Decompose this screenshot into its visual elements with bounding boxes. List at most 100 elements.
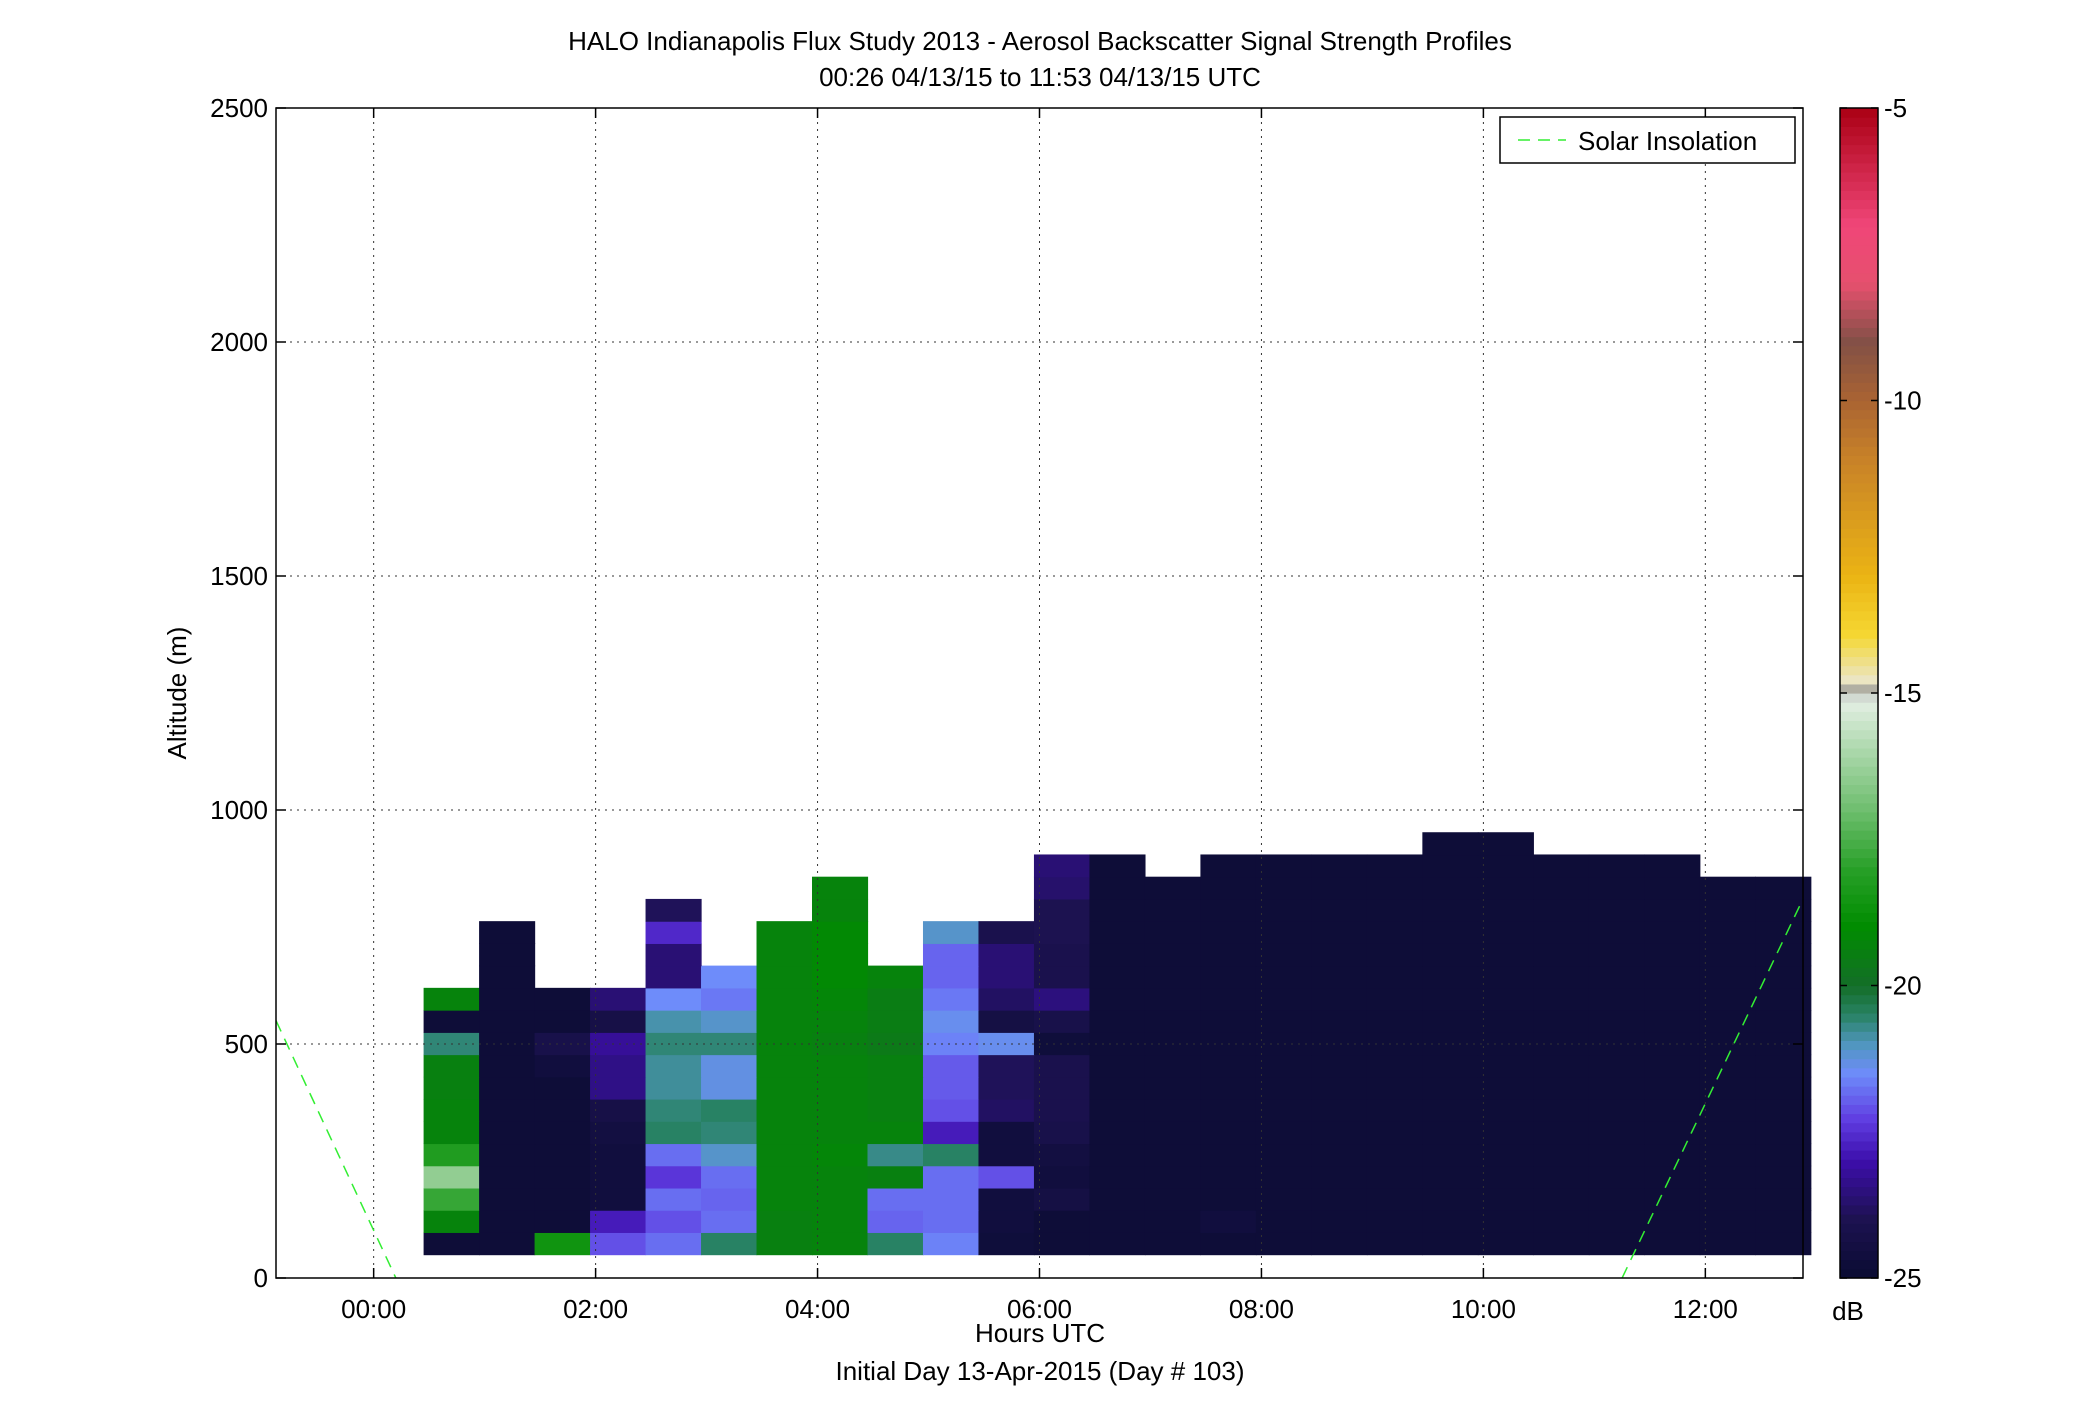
heatmap-cell: [645, 1076, 702, 1100]
heatmap-cell: [1477, 1121, 1534, 1145]
heatmap-cell: [1755, 1098, 1812, 1122]
heatmap-cell: [922, 1121, 980, 1145]
heatmap-cell: [1311, 987, 1368, 1011]
heatmap-cell: [423, 1143, 480, 1167]
heatmap-cell: [756, 1076, 813, 1100]
colorbar-band: [1840, 839, 1878, 849]
colorbar-tick-label: -15: [1884, 678, 1922, 708]
colorbar-band: [1840, 464, 1878, 475]
colorbar-band: [1840, 665, 1878, 676]
colorbar-band: [1840, 263, 1878, 274]
heatmap-cell: [1422, 854, 1479, 878]
heatmap-cell: [1644, 1232, 1701, 1256]
heatmap-cell: [1644, 1076, 1701, 1100]
heatmap-cell: [1144, 1187, 1202, 1211]
heatmap-cell: [1699, 943, 1756, 967]
heatmap-cell: [1422, 1076, 1479, 1100]
heatmap-cell: [479, 1165, 536, 1189]
heatmap-cell: [1477, 943, 1534, 967]
colorbar-gradient: [1840, 108, 1878, 1279]
colorbar-band: [1840, 583, 1878, 594]
heatmap-cell: [922, 1010, 980, 1033]
heatmap-cell: [1311, 1076, 1368, 1100]
heatmap-cell: [756, 921, 813, 944]
heatmap-cell: [978, 943, 1035, 967]
heatmap-cell: [867, 1210, 924, 1233]
colorbar-band: [1840, 363, 1878, 374]
heatmap-cell: [479, 965, 536, 989]
colorbar-band: [1840, 921, 1878, 932]
heatmap-cell: [1699, 1054, 1756, 1078]
heatmap-cell: [645, 1210, 702, 1233]
colorbar-band: [1840, 181, 1878, 191]
heatmap-cell: [1311, 898, 1368, 922]
heatmap-cell: [1755, 943, 1812, 967]
heatmap-cell: [1533, 1121, 1590, 1145]
heatmap-cell: [1477, 1165, 1534, 1189]
heatmap-cell: [423, 1232, 480, 1256]
heatmap-cell: [1255, 1143, 1312, 1167]
heatmap-cell: [1755, 1076, 1812, 1100]
heatmap-cell: [479, 1232, 536, 1256]
heatmap-cell: [1477, 898, 1534, 922]
heatmap-cell: [1200, 965, 1257, 989]
heatmap-cell: [1644, 1187, 1701, 1211]
chart-subtitle: 00:26 04/13/15 to 11:53 04/13/15 UTC: [819, 62, 1261, 92]
heatmap-cell: [756, 1165, 813, 1189]
heatmap-cell: [812, 1165, 869, 1189]
heatmap-cell: [1699, 1210, 1756, 1233]
heatmap-cell: [645, 1010, 702, 1033]
colorbar-band: [1840, 848, 1878, 859]
heatmap-cell: [645, 1232, 702, 1256]
heatmap-cell: [922, 1076, 980, 1100]
colorbar-band: [1840, 830, 1878, 840]
heatmap-cell: [1755, 1010, 1812, 1033]
heatmap-cell: [701, 987, 758, 1011]
heatmap-cell: [1477, 1032, 1534, 1056]
heatmap-cell: [1422, 1054, 1479, 1078]
heatmap-cell: [1200, 921, 1257, 944]
heatmap-cell: [1477, 1210, 1534, 1233]
heatmap-cell: [1311, 1098, 1368, 1122]
heatmap-cell: [1255, 1187, 1312, 1211]
colorbar-band: [1840, 208, 1878, 219]
colorbar-band: [1840, 491, 1878, 502]
heatmap-cell: [978, 1232, 1035, 1256]
colorbar-band: [1840, 903, 1878, 913]
heatmap-cell: [534, 1210, 591, 1233]
heatmap-cell: [590, 1121, 647, 1145]
heatmap-cell: [812, 1010, 869, 1033]
heatmap-cell: [812, 1187, 869, 1211]
heatmap-cell: [1588, 1210, 1645, 1233]
heatmap-cell: [1311, 1165, 1368, 1189]
colorbar-band: [1840, 272, 1878, 283]
heatmap-cell: [590, 1165, 647, 1189]
heatmap-cell: [1033, 876, 1091, 900]
heatmap-cell: [1144, 987, 1202, 1011]
heatmap-cell: [867, 1076, 924, 1100]
heatmap-cell: [1366, 1098, 1423, 1122]
heatmap-cell: [1311, 854, 1368, 878]
heatmap-cell: [1644, 987, 1701, 1011]
heatmap-cell: [867, 1187, 924, 1211]
heatmap-cell: [1033, 1054, 1091, 1078]
heatmap-cell: [1699, 1098, 1756, 1122]
heatmap-cell: [1644, 943, 1701, 967]
heatmap-cell: [867, 1121, 924, 1145]
heatmap-cell: [1366, 921, 1423, 944]
heatmap-cell: [1255, 1210, 1312, 1233]
heatmap-cell: [1477, 921, 1534, 944]
colorbar-band: [1840, 409, 1878, 420]
heatmap-cell: [479, 987, 536, 1011]
heatmap-cell: [479, 1054, 536, 1078]
heatmap-cell: [1200, 898, 1257, 922]
colorbar-band: [1840, 400, 1878, 411]
heatmap-cell: [1588, 1032, 1645, 1056]
colorbar-band: [1840, 912, 1878, 923]
colorbar-band: [1840, 1031, 1878, 1041]
heatmap-cell: [867, 1165, 924, 1189]
heatmap-cell: [1588, 1076, 1645, 1100]
heatmap-cell: [1033, 1232, 1091, 1256]
colorbar-band: [1840, 866, 1878, 877]
heatmap-cell: [756, 1143, 813, 1167]
